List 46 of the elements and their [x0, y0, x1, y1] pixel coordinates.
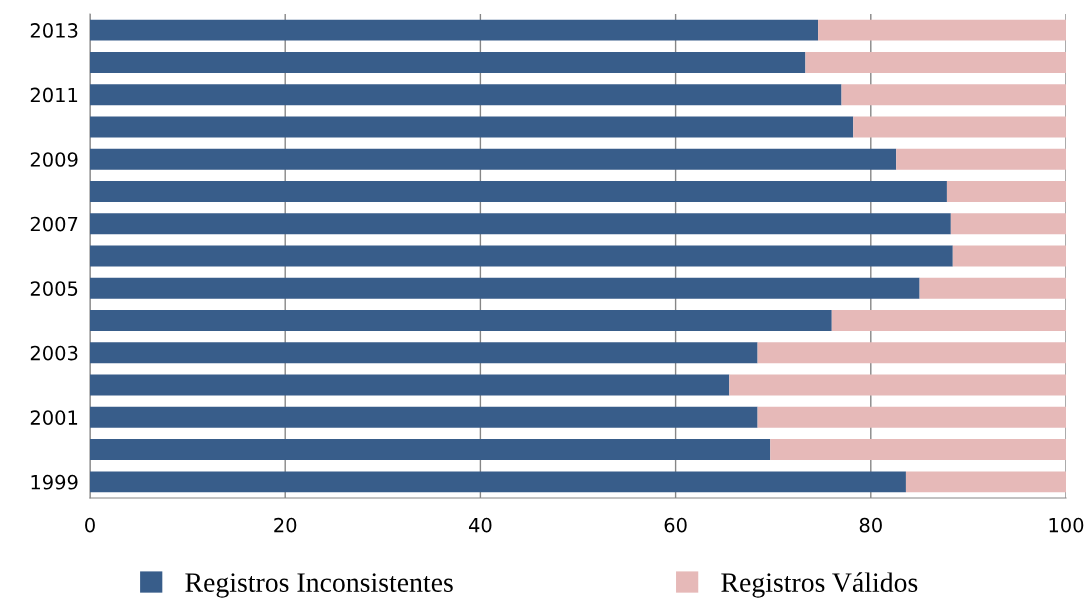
x-tick-label: 0 [85, 517, 95, 533]
legend-label: Registros Válidos [721, 572, 918, 598]
bar [853, 116, 1066, 138]
bar [90, 19, 819, 41]
y-tick-label: 2009 [30, 152, 78, 167]
x-tick-label: 40 [468, 517, 492, 533]
y-tick-label: 2011 [30, 87, 78, 103]
bar [919, 277, 1066, 299]
y-tick-label: 2001 [30, 410, 78, 425]
bar [90, 277, 920, 299]
legend-label: Registros Inconsistentes [185, 573, 453, 598]
bar [90, 406, 758, 428]
bar [729, 374, 1066, 396]
bar [90, 310, 832, 332]
bar [905, 471, 1066, 493]
x-tick-label: 100 [1049, 517, 1084, 533]
bar [90, 374, 730, 396]
y-tick-label: 2013 [30, 23, 78, 38]
bar [896, 148, 1066, 170]
bar [90, 180, 947, 202]
y-tick-label: 1999 [31, 474, 78, 490]
bar [90, 213, 951, 235]
bar [805, 51, 1066, 73]
bar [90, 439, 771, 461]
bar [90, 51, 806, 73]
y-tick-label: 2007 [30, 216, 78, 232]
x-tick-label: 80 [859, 517, 882, 533]
bar [90, 84, 842, 106]
bar [770, 439, 1066, 461]
x-tick-label: 60 [664, 517, 687, 533]
bar [757, 406, 1066, 428]
bar [90, 116, 854, 138]
bar [818, 19, 1066, 41]
bar [831, 310, 1066, 332]
bar [90, 342, 758, 364]
bar [950, 213, 1066, 235]
bar [90, 471, 906, 493]
bar [841, 84, 1066, 106]
bar [757, 342, 1066, 364]
bar [952, 245, 1066, 267]
bar [90, 148, 897, 170]
bar [90, 245, 953, 267]
bar [946, 180, 1066, 202]
x-tick-label: 20 [274, 517, 297, 533]
y-tick-label: 2003 [30, 345, 78, 361]
y-tick-label: 2005 [30, 281, 78, 296]
